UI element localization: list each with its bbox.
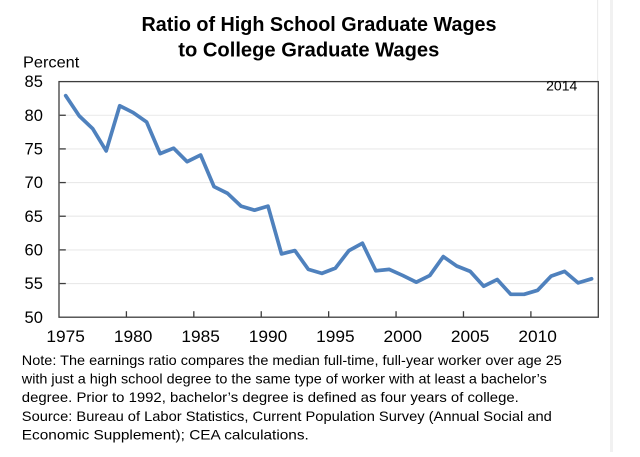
- svg-text:Source: Bureau of Labor Statis: Source: Bureau of Labor Statistics, Curr…: [22, 408, 552, 424]
- svg-text:1980: 1980: [114, 327, 153, 346]
- svg-text:Economic Supplement); CEA calc: Economic Supplement); CEA calculations.: [22, 427, 309, 443]
- svg-text:to College Graduate Wages: to College Graduate Wages: [178, 39, 439, 61]
- svg-text:2005: 2005: [451, 327, 490, 346]
- svg-text:80: 80: [25, 107, 43, 125]
- svg-text:Percent: Percent: [23, 55, 80, 72]
- svg-text:Note: The earnings ratio compa: Note: The earnings ratio compares the me…: [22, 352, 562, 368]
- svg-text:2000: 2000: [384, 327, 423, 346]
- svg-text:Ratio of High School Graduate: Ratio of High School Graduate Wages: [142, 14, 497, 36]
- svg-text:2010: 2010: [518, 327, 557, 346]
- svg-text:50: 50: [25, 309, 43, 327]
- svg-text:70: 70: [25, 174, 43, 192]
- svg-text:1995: 1995: [316, 327, 355, 346]
- svg-text:1975: 1975: [46, 327, 85, 346]
- svg-text:65: 65: [25, 208, 43, 226]
- svg-text:2014: 2014: [546, 77, 577, 93]
- svg-text:85: 85: [25, 73, 43, 91]
- svg-text:with just a high school degree: with just a high school degree to the sa…: [21, 371, 547, 387]
- svg-text:1990: 1990: [249, 327, 288, 346]
- svg-text:55: 55: [25, 275, 43, 293]
- svg-text:60: 60: [25, 242, 43, 260]
- svg-text:degree. Prior to 1992, bachelo: degree. Prior to 1992, bachelor’s degree…: [22, 389, 519, 405]
- svg-text:1985: 1985: [181, 327, 220, 346]
- svg-text:75: 75: [25, 141, 43, 159]
